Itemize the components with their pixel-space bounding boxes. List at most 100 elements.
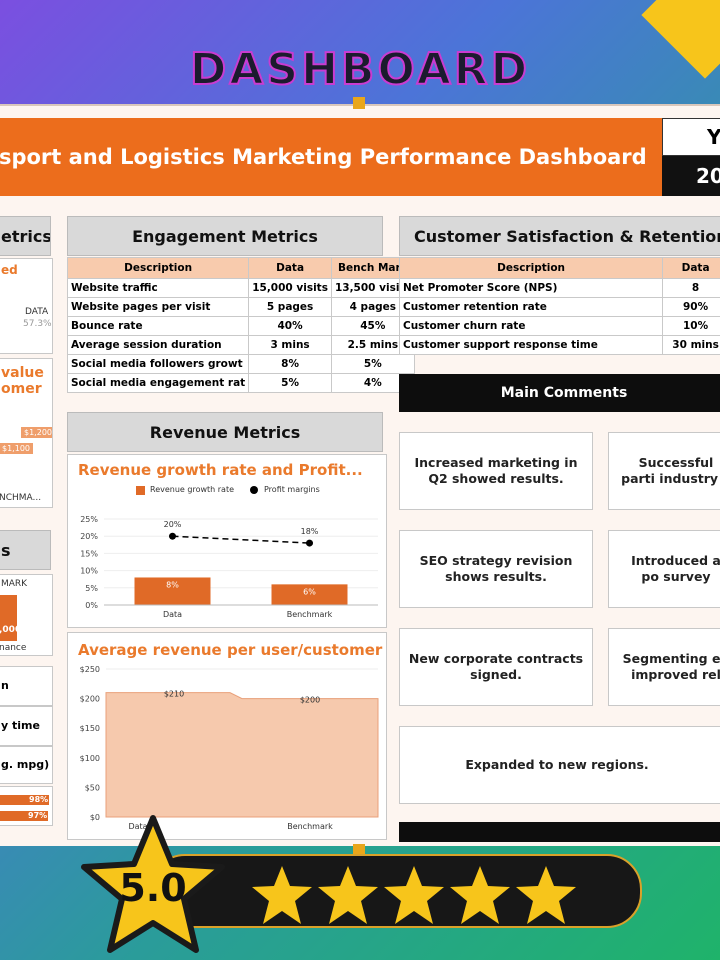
star-icon xyxy=(252,866,312,924)
star-shape xyxy=(450,866,510,924)
table-row: Net Promoter Score (NPS) 8 xyxy=(398,278,720,298)
table-cell[interactable]: 5% xyxy=(248,373,332,393)
table-cell[interactable]: Customer support response time xyxy=(398,335,664,355)
y-tick-label: $0 xyxy=(90,813,100,822)
y-tick-label: $200 xyxy=(80,695,100,704)
left-chart-3-bar xyxy=(0,595,17,641)
star-shape xyxy=(384,866,444,924)
comment-card[interactable]: Segmenting en improved rel xyxy=(608,628,720,706)
left-chart-1-value: 57.3% xyxy=(23,319,52,329)
profit-point xyxy=(169,532,176,540)
left-chart-4-bar-1 xyxy=(0,795,49,805)
y-tick-label: $150 xyxy=(80,724,100,733)
left-chart-3-value: ,000 xyxy=(0,625,22,635)
comment-card[interactable]: Expanded to new regions. xyxy=(399,726,720,804)
left-chart-2: value omer $1,200 $1,100 NCHMA... xyxy=(0,358,53,508)
footer-bar xyxy=(399,822,720,842)
bar-data-label: 6% xyxy=(303,587,316,596)
left-chart-4: 98% 97% xyxy=(0,786,53,826)
table-row: Customer churn rate 10% xyxy=(398,316,720,336)
legend-label-revenue: Revenue growth rate xyxy=(150,485,235,494)
table-cell[interactable]: 10% xyxy=(662,316,720,336)
table-cell[interactable]: 13,500 visits xyxy=(330,278,415,298)
table-cell[interactable]: Website traffic xyxy=(66,278,250,298)
table-cell[interactable]: 4 pages xyxy=(330,297,415,317)
table-cell[interactable]: 8 xyxy=(662,278,720,298)
table-cell[interactable]: 8% xyxy=(248,354,332,374)
year-value[interactable]: 20 xyxy=(662,156,720,196)
left-cell-3-text: g. mpg) xyxy=(1,758,50,771)
area-data-label: $210 xyxy=(164,690,184,699)
legend-label-profit: Profit margins xyxy=(264,485,320,494)
table-cell[interactable]: Bounce rate xyxy=(66,316,250,336)
left-chart-2-axis: NCHMA... xyxy=(0,493,42,503)
bar xyxy=(134,577,211,605)
y-tick-label: 15% xyxy=(80,549,98,558)
legend-swatch-profit xyxy=(250,486,258,494)
year-label: Y xyxy=(662,118,720,156)
star-shape xyxy=(516,866,576,924)
table-cell[interactable]: Net Promoter Score (NPS) xyxy=(398,278,664,298)
left-section-header: s xyxy=(0,530,51,570)
comment-card[interactable]: Increased marketing in Q2 showed results… xyxy=(399,432,593,510)
y-tick-label: $100 xyxy=(80,754,100,763)
left-chart-4-label-2: 97% xyxy=(28,811,48,820)
left-cell-1-text: n xyxy=(1,679,9,692)
revenue-growth-chart: Revenue growth rate and Profit... Revenu… xyxy=(67,454,387,628)
comment-card[interactable]: SEO strategy revision shows results. xyxy=(399,530,593,608)
left-cell-3: g. mpg) xyxy=(0,746,53,784)
table-cell[interactable]: 3 mins xyxy=(248,335,332,355)
profit-point xyxy=(306,539,313,547)
comment-card[interactable]: Successful parti industry e xyxy=(608,432,720,510)
revenue-header: Revenue Metrics xyxy=(67,412,383,452)
table-cell[interactable]: Social media followers growt xyxy=(66,354,250,374)
table-row: Social media engagement rat 5% 4% xyxy=(66,373,415,393)
y-tick-label: 25% xyxy=(80,515,98,524)
comment-card[interactable]: Introduced a po survey xyxy=(608,530,720,608)
comments-header: Main Comments xyxy=(399,374,720,412)
left-chart-3-axis: nance xyxy=(0,643,27,653)
engagement-header: Engagement Metrics xyxy=(67,216,383,256)
star-icon xyxy=(516,866,576,924)
table-cell[interactable]: Customer churn rate xyxy=(398,316,664,336)
engagement-col-header: Data xyxy=(248,257,332,279)
table-cell[interactable]: Average session duration xyxy=(66,335,250,355)
engagement-col-header: Description xyxy=(66,257,250,279)
y-tick-label: $250 xyxy=(80,665,100,674)
left-chart-4-label-1: 98% xyxy=(29,795,49,804)
arpu-plot: $0 $50 $100 $150 $200 $250 $210 Data $200 Benchma… xyxy=(80,665,379,831)
left-chart-2-label-2: $1,100 xyxy=(0,443,33,454)
left-chart-4-bar-2 xyxy=(0,811,48,821)
dashboard-banner: nsport and Logistics Marketing Performan… xyxy=(0,118,662,196)
resize-handle-top[interactable] xyxy=(353,97,365,109)
table-cell[interactable]: 5% xyxy=(330,354,415,374)
resize-handle-bottom[interactable] xyxy=(353,844,365,856)
table-cell[interactable]: 30 mins xyxy=(662,335,720,355)
rating-badge-star-icon xyxy=(81,815,225,953)
revenue-growth-chart-title: Revenue growth rate and Profit... xyxy=(78,461,363,479)
y-tick-label: 20% xyxy=(80,532,98,541)
area-fill xyxy=(105,692,379,818)
satisfaction-table: Description Data Net Promoter Score (NPS… xyxy=(398,257,720,355)
table-row: Customer retention rate 90% xyxy=(398,297,720,317)
banner-title: nsport and Logistics Marketing Performan… xyxy=(0,145,647,169)
left-chart-2-title-2: omer xyxy=(1,381,42,397)
table-cell[interactable]: 4% xyxy=(330,373,415,393)
table-cell[interactable]: Website pages per visit xyxy=(66,297,250,317)
table-cell[interactable]: 5 pages xyxy=(248,297,332,317)
table-cell[interactable]: 90% xyxy=(662,297,720,317)
table-cell[interactable]: 2.5 mins xyxy=(330,335,415,355)
bar-data-label: 8% xyxy=(166,580,179,589)
table-cell[interactable]: Customer retention rate xyxy=(398,297,664,317)
table-cell[interactable]: Social media engagement rat xyxy=(66,373,250,393)
bar xyxy=(271,584,348,605)
comment-card[interactable]: New corporate contracts signed. xyxy=(399,628,593,706)
left-cell-2-text: y time xyxy=(1,719,40,732)
table-cell[interactable]: 15,000 visits xyxy=(248,278,332,298)
left-chart-1: ed DATA 57.3% xyxy=(0,258,53,354)
table-cell[interactable]: 45% xyxy=(330,316,415,336)
profit-line xyxy=(172,535,310,544)
engagement-table: Description Data Bench Mark Website traf… xyxy=(66,257,415,393)
table-cell[interactable]: 40% xyxy=(248,316,332,336)
satisfaction-col-header: Description xyxy=(398,257,664,279)
